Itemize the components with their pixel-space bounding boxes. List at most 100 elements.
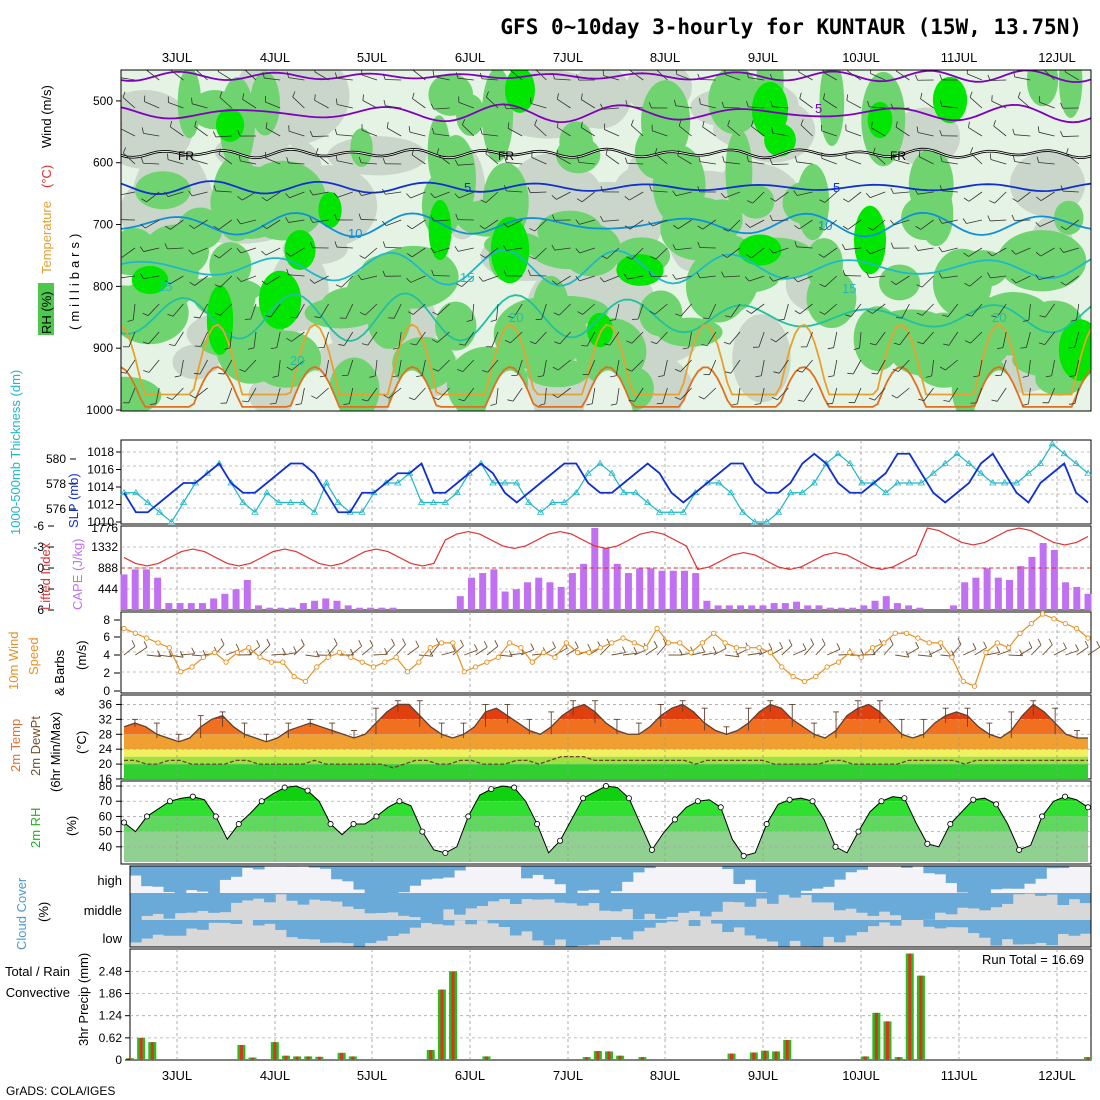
wind-barb [359, 312, 366, 316]
cloud-high-block [431, 866, 444, 879]
cape-bar [535, 577, 543, 610]
wind-barb [509, 70, 523, 81]
wind-barb [486, 645, 499, 656]
rh-blob-green [819, 70, 845, 146]
cloud-low-block [554, 920, 567, 940]
wind-barb [458, 102, 474, 109]
wind-barb [890, 280, 897, 285]
wind-barb [1064, 71, 1080, 81]
wind-barb [600, 186, 604, 193]
rh-marker [189, 793, 196, 800]
wind-barb [748, 161, 765, 165]
cloud-mid-block [1012, 893, 1025, 895]
wind-barb [191, 647, 196, 654]
wind-barb [746, 254, 752, 259]
wind-barb [989, 153, 992, 160]
cloud-low-block [945, 920, 958, 928]
lifted-index-label: Lifted Index [38, 542, 53, 610]
wind-barb [557, 387, 571, 398]
wind-barb [575, 275, 580, 282]
cloud-mid-block [833, 893, 846, 911]
wind-barb [769, 158, 773, 165]
wind-barb [1062, 642, 1067, 649]
cape-bar [546, 582, 554, 610]
thickness-marker [275, 498, 283, 505]
thickness-marker [917, 479, 926, 486]
rh-marker [993, 801, 1000, 808]
barbs-label: & Barbs [52, 649, 67, 696]
wind-barb [1053, 648, 1067, 656]
wind-barb [622, 646, 626, 653]
wind-barb [631, 247, 644, 260]
wind-speed-marker [461, 669, 467, 675]
wind-barb [745, 223, 751, 228]
cloud-high-block [308, 866, 321, 868]
wind-speed-marker [234, 649, 241, 656]
rh-blob-green [796, 164, 830, 241]
wind-barb [215, 135, 232, 138]
wind-speed-marker [223, 659, 229, 665]
wind-barb [337, 191, 353, 198]
wind-barb [697, 186, 701, 193]
precip-convective-bar [618, 1055, 622, 1060]
wind-barb [240, 275, 257, 283]
contour-label-fr: FR [890, 149, 906, 163]
wind-barb [269, 403, 276, 405]
wind-barb [991, 100, 1007, 109]
wind-barb [1013, 70, 1016, 78]
cloud-low-block [208, 920, 220, 923]
wind-barb [1065, 219, 1080, 230]
wind-barb [604, 129, 620, 137]
wind-barb [969, 97, 983, 109]
cape-bar [759, 605, 767, 610]
wind-speed-marker [949, 654, 955, 660]
wind-speed-marker [1074, 625, 1080, 632]
wind-barb [415, 331, 426, 346]
wind-barb [800, 124, 813, 137]
wind-barb [603, 75, 620, 81]
rh-marker [924, 840, 931, 847]
wind-barb [651, 275, 668, 278]
cloud-mid-block [554, 893, 567, 903]
wind-barb [610, 375, 617, 378]
wind-barb [237, 130, 241, 137]
wind-barb [724, 191, 741, 199]
tick-label: 16 [99, 772, 113, 786]
tick-label: 20 [99, 757, 113, 771]
wind-barb [361, 162, 378, 165]
wind-barb [1063, 247, 1079, 253]
wind-barb [541, 303, 547, 320]
wind-barb [454, 159, 459, 166]
wind-barb [544, 387, 547, 404]
thickness-marker [774, 508, 783, 515]
wind-barb [381, 220, 387, 226]
wind-barb [605, 148, 608, 155]
wind-barb [989, 200, 995, 204]
wind-barb [266, 275, 281, 285]
minmax-label: (6hr Min/Max) [48, 712, 63, 792]
wind-barb [1028, 359, 1031, 376]
wind-barb [286, 366, 293, 371]
wind-barb [1036, 156, 1040, 163]
wind-barb [1002, 331, 1007, 348]
wind-barb [1028, 641, 1033, 648]
wind-barb [794, 310, 801, 315]
cloud-high-block [632, 866, 645, 873]
cloud-high-block [554, 866, 567, 885]
precip-convective-bar [251, 1057, 255, 1060]
wind-barb [680, 303, 692, 317]
contour-label-15: 15 [158, 279, 172, 294]
wind-barb [507, 122, 510, 129]
tick-label: 1014 [87, 480, 114, 494]
rh-blob-green [530, 231, 614, 270]
wind-barb [991, 315, 998, 318]
rh-markers [121, 783, 1092, 859]
cloud-high-block [766, 866, 779, 893]
cape-bar [580, 563, 588, 610]
wind-barb [529, 228, 535, 232]
cloud-mid-block [174, 893, 187, 914]
cape-bar [299, 603, 307, 610]
wind-barb [143, 641, 148, 648]
tick-label: 0 [103, 684, 110, 698]
